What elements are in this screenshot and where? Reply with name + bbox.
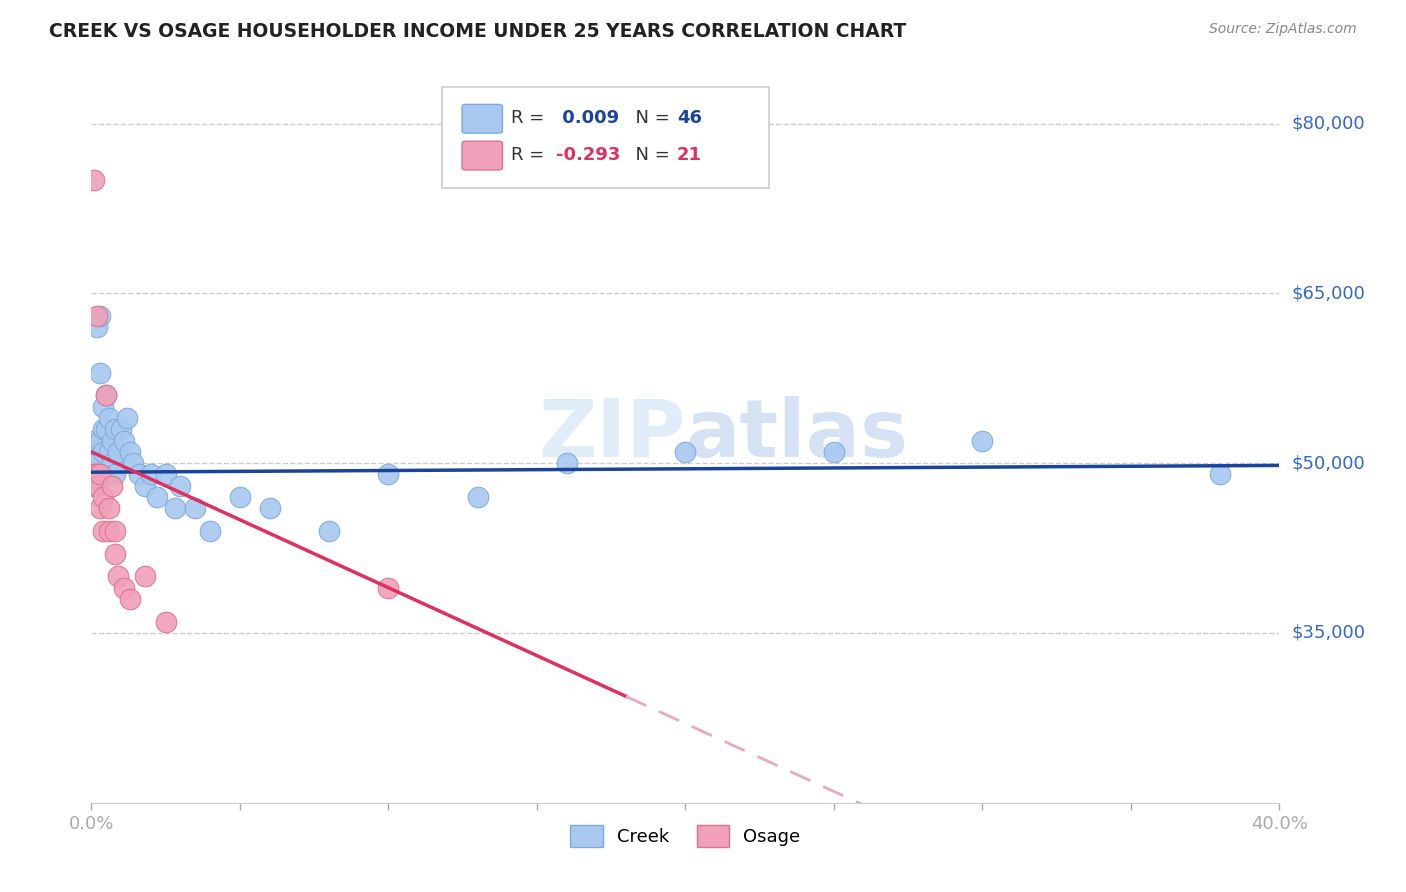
Text: R =: R = [510, 110, 550, 128]
Point [118, 592, 141, 607]
Point [555, 456, 578, 470]
Point [107, 569, 129, 583]
Point [377, 581, 399, 595]
Point [98, 445, 121, 459]
Text: $80,000: $80,000 [1291, 114, 1365, 133]
Text: R =: R = [510, 146, 550, 164]
Point [89, 467, 111, 482]
Point [89, 366, 111, 380]
Point [107, 445, 129, 459]
Point [101, 479, 124, 493]
Point [318, 524, 340, 538]
Point [86, 445, 108, 459]
Point [86, 309, 108, 323]
Point [83, 434, 105, 448]
Text: 21: 21 [678, 146, 702, 164]
Text: atlas: atlas [685, 396, 908, 474]
Text: $50,000: $50,000 [1291, 454, 1365, 472]
Point [823, 445, 845, 459]
Point [91, 524, 114, 538]
Point [86, 479, 108, 493]
Point [673, 445, 696, 459]
FancyBboxPatch shape [441, 87, 769, 188]
Point [112, 581, 135, 595]
Point [155, 467, 177, 482]
Point [134, 479, 156, 493]
Text: CREEK VS OSAGE HOUSEHOLDER INCOME UNDER 25 YEARS CORRELATION CHART: CREEK VS OSAGE HOUSEHOLDER INCOME UNDER … [49, 22, 907, 41]
Point [89, 434, 111, 448]
Point [163, 501, 186, 516]
Text: Source: ZipAtlas.com: Source: ZipAtlas.com [1209, 22, 1357, 37]
Text: N =: N = [624, 146, 675, 164]
Point [972, 434, 994, 448]
Point [83, 467, 105, 482]
Text: N =: N = [624, 110, 675, 128]
Point [96, 388, 118, 402]
Point [104, 547, 127, 561]
Point [86, 456, 108, 470]
Point [145, 490, 167, 504]
Point [96, 388, 118, 402]
Point [83, 173, 105, 187]
Point [98, 410, 121, 425]
Point [184, 501, 207, 516]
FancyBboxPatch shape [463, 104, 502, 133]
Point [155, 615, 177, 629]
Point [89, 309, 111, 323]
Point [86, 467, 108, 482]
Point [83, 456, 105, 470]
Point [91, 422, 114, 436]
Point [128, 467, 150, 482]
Text: $65,000: $65,000 [1291, 285, 1365, 302]
Text: 46: 46 [678, 110, 702, 128]
Point [115, 410, 138, 425]
Point [110, 422, 132, 436]
Legend: Creek, Osage: Creek, Osage [561, 816, 810, 856]
Point [467, 490, 489, 504]
FancyBboxPatch shape [463, 141, 502, 170]
Point [118, 445, 141, 459]
Point [104, 467, 127, 482]
Point [169, 479, 191, 493]
Point [98, 524, 121, 538]
Point [134, 569, 156, 583]
Point [96, 422, 118, 436]
Point [91, 490, 114, 504]
Point [1209, 467, 1232, 482]
Point [122, 456, 145, 470]
Text: $35,000: $35,000 [1291, 624, 1365, 642]
Point [89, 501, 111, 516]
Point [229, 490, 252, 504]
Point [91, 400, 114, 414]
Point [101, 456, 124, 470]
Text: 0.009: 0.009 [555, 110, 619, 128]
Text: -0.293: -0.293 [555, 146, 620, 164]
Point [83, 479, 105, 493]
Point [98, 501, 121, 516]
Point [112, 434, 135, 448]
Point [200, 524, 222, 538]
Point [86, 467, 108, 482]
Point [104, 422, 127, 436]
Point [104, 524, 127, 538]
Point [139, 467, 162, 482]
Point [101, 434, 124, 448]
Point [86, 320, 108, 334]
Text: ZIP: ZIP [538, 396, 685, 474]
Point [259, 501, 281, 516]
Point [377, 467, 399, 482]
Point [91, 445, 114, 459]
